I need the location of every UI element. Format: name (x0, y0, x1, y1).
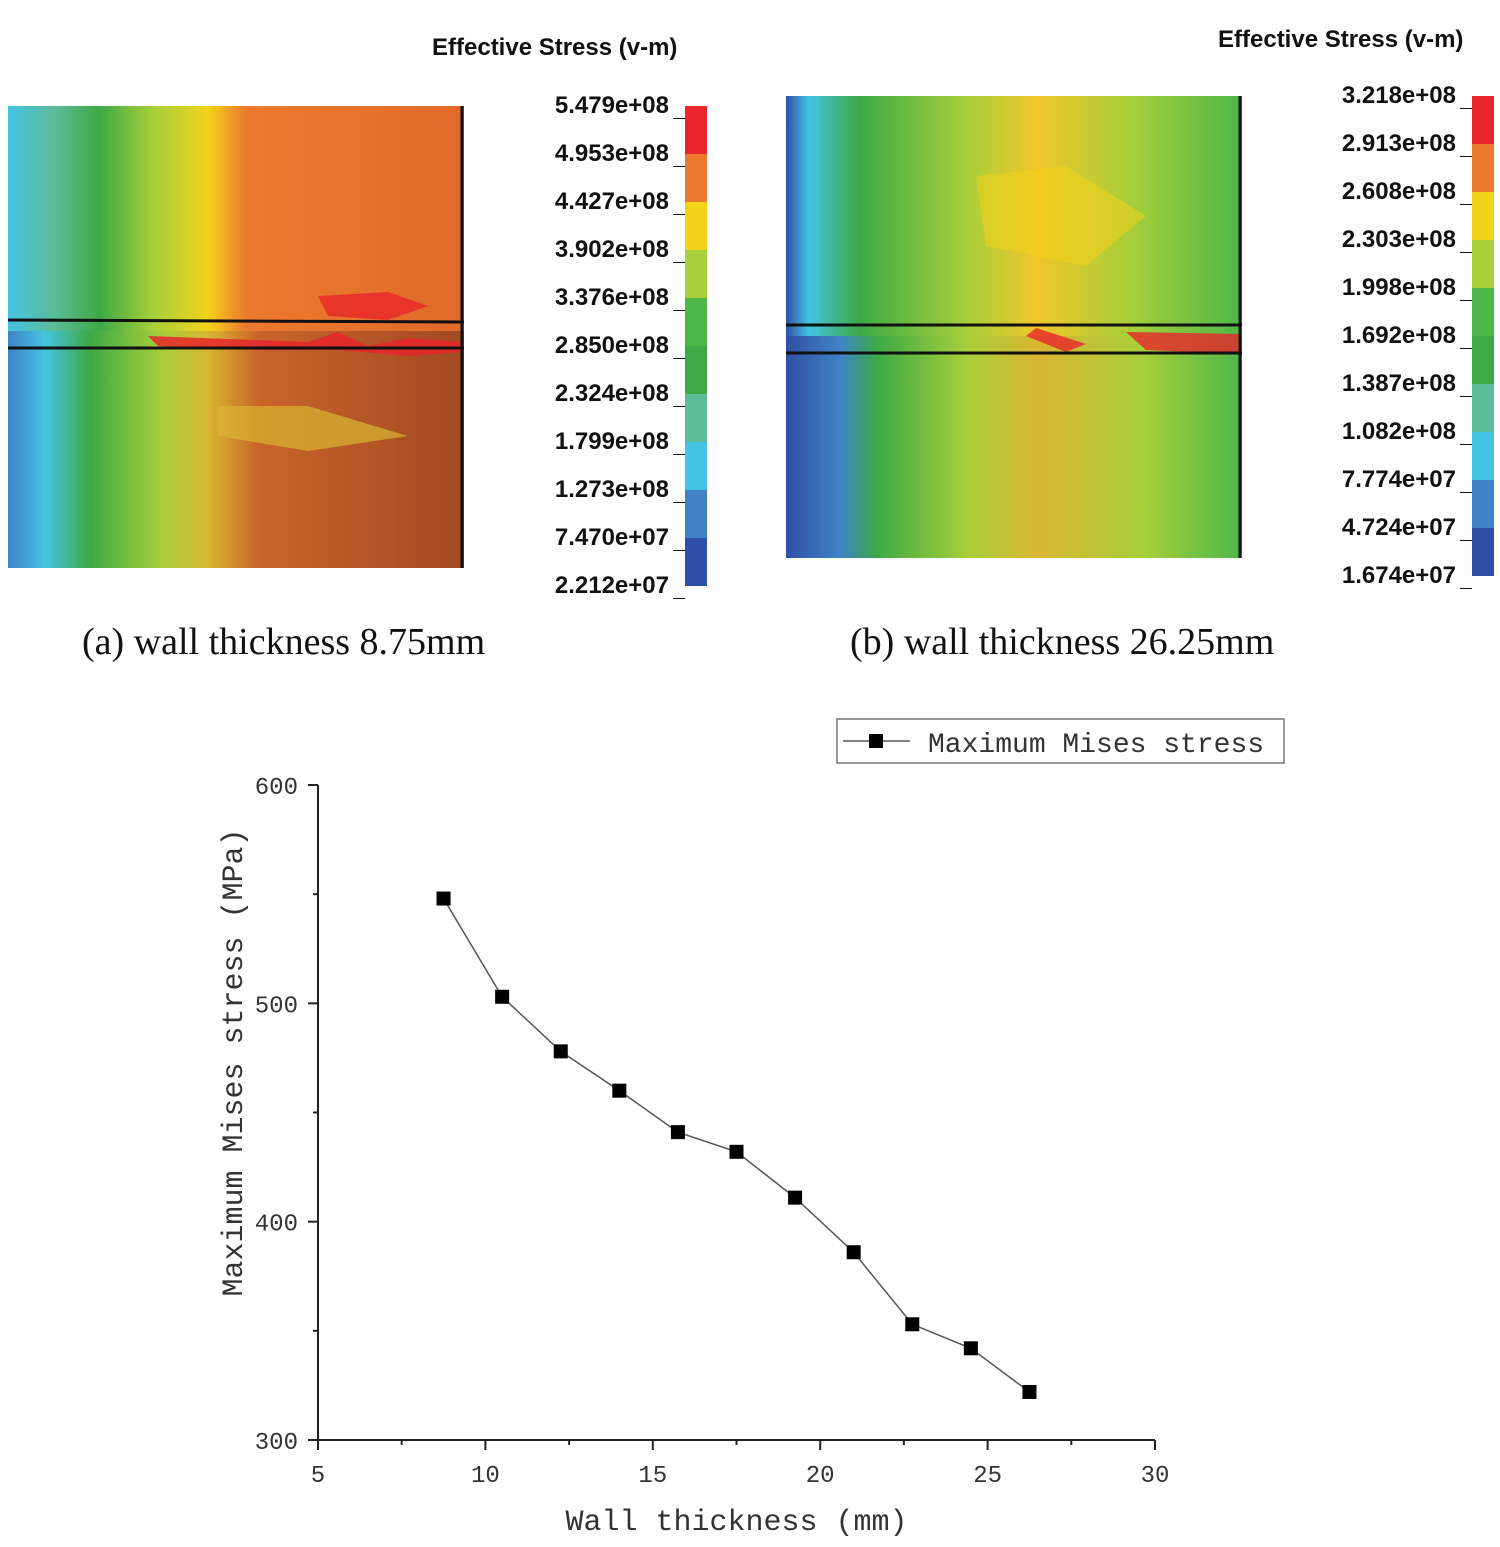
y-tick-label: 400 (255, 1212, 298, 1239)
caption-a: (a) wall thickness 8.75mm (82, 621, 486, 663)
scale-segment (1472, 528, 1494, 576)
scale-tick (673, 406, 685, 407)
legend-title-a: Effective Stress (v-m) (432, 34, 678, 61)
scale-label: 4.427e+08 (554, 188, 669, 215)
scale-segment (685, 202, 707, 250)
scale-segment (685, 538, 707, 586)
scale-segment (1472, 192, 1494, 240)
scale-segment (685, 442, 707, 490)
scale-label: 1.082e+08 (1341, 418, 1456, 445)
scale-label: 1.674e+07 (1341, 562, 1456, 589)
scale-segment (1472, 240, 1494, 288)
scale-segment (685, 250, 707, 298)
scale-segment (1472, 144, 1494, 192)
x-tick-label: 20 (806, 1463, 835, 1490)
x-tick-label: 10 (471, 1463, 500, 1490)
scale-segment (685, 346, 707, 394)
data-point (788, 1190, 803, 1205)
scale-tick (1460, 108, 1472, 109)
scale-tick (1460, 204, 1472, 205)
legend-marker (869, 734, 883, 748)
y-tick-label: 500 (255, 993, 298, 1020)
scale-tick (673, 502, 685, 503)
color-scale-bar-a (685, 106, 707, 586)
x-tick-label: 30 (1141, 1463, 1170, 1490)
mises-stress-chart: 5 10 15 20 25 30 300 400 500 600 Wall thickness (m… (218, 718, 1285, 1540)
scale-label: 1.692e+08 (1341, 322, 1456, 349)
scale-label: 2.303e+08 (1341, 226, 1456, 253)
scale-label: 1.799e+08 (554, 428, 669, 455)
x-tick-label: 25 (973, 1463, 1002, 1490)
scale-tick (673, 550, 685, 551)
scale-label: 2.324e+08 (554, 380, 669, 407)
scale-tick (673, 454, 685, 455)
data-point (846, 1245, 861, 1260)
data-point (495, 989, 510, 1004)
scale-label: 3.902e+08 (554, 236, 669, 263)
scale-label: 4.724e+07 (1341, 514, 1456, 541)
data-point (905, 1317, 920, 1332)
y-tick-label: 600 (255, 775, 298, 802)
scale-segment (685, 154, 707, 202)
scale-tick (673, 166, 685, 167)
data-point (670, 1125, 685, 1140)
scale-label: 3.376e+08 (554, 284, 669, 311)
scale-label: 2.212e+07 (554, 572, 669, 599)
scale-label: 2.608e+08 (1341, 178, 1456, 205)
scale-segment (1472, 480, 1494, 528)
scale-label: 1.273e+08 (554, 476, 669, 503)
scale-segment (1472, 288, 1494, 336)
data-point (729, 1144, 744, 1159)
x-tick-label: 5 (311, 1463, 325, 1490)
data-point (612, 1083, 627, 1098)
scale-tick (1460, 252, 1472, 253)
scale-segment (1472, 96, 1494, 144)
scale-tick (673, 262, 685, 263)
scale-tick (1460, 348, 1472, 349)
scale-label: 7.470e+07 (554, 524, 669, 551)
scale-segment (685, 490, 707, 538)
scale-tick (1460, 540, 1472, 541)
scale-label: 3.218e+08 (1341, 82, 1456, 109)
y-tick-label: 300 (255, 1430, 298, 1457)
legend-box (836, 718, 1285, 764)
y-axis-label: Maximum Mises stress (MPa) (218, 828, 252, 1296)
scale-label: 5.479e+08 (554, 92, 669, 119)
scale-tick (673, 598, 685, 599)
scale-label: 2.913e+08 (1341, 130, 1456, 157)
scale-tick (673, 310, 685, 311)
scale-segment (685, 394, 707, 442)
scale-label: 4.953e+08 (554, 140, 669, 167)
scale-tick (673, 118, 685, 119)
scale-tick (673, 214, 685, 215)
legend-label: Maximum Mises stress (928, 730, 1264, 761)
scale-tick (1460, 588, 1472, 589)
scale-tick (1460, 492, 1472, 493)
legend-title-b: Effective Stress (v-m) (1218, 26, 1464, 53)
scale-label: 7.774e+07 (1341, 466, 1456, 493)
stress-contour-image-b (786, 96, 1242, 558)
scale-segment (685, 106, 707, 154)
scale-segment (1472, 336, 1494, 384)
scale-segment (1472, 432, 1494, 480)
scale-tick (1460, 396, 1472, 397)
scale-tick (1460, 444, 1472, 445)
stress-contour-image-a (8, 106, 464, 568)
data-point (436, 891, 451, 906)
x-axis-label: Wall thickness (mm) (565, 1506, 907, 1540)
scale-segment (1472, 384, 1494, 432)
scale-tick (1460, 300, 1472, 301)
scale-tick (673, 358, 685, 359)
scale-tick (1460, 156, 1472, 157)
scale-label: 1.998e+08 (1341, 274, 1456, 301)
data-point (1022, 1384, 1037, 1399)
scale-label: 1.387e+08 (1341, 370, 1456, 397)
data-point (553, 1044, 568, 1059)
data-point (963, 1341, 978, 1356)
x-tick-label: 15 (638, 1463, 667, 1490)
color-scale-bar-b (1472, 96, 1494, 576)
scale-segment (685, 298, 707, 346)
scale-label: 2.850e+08 (554, 332, 669, 359)
caption-b: (b) wall thickness 26.25mm (850, 621, 1275, 663)
